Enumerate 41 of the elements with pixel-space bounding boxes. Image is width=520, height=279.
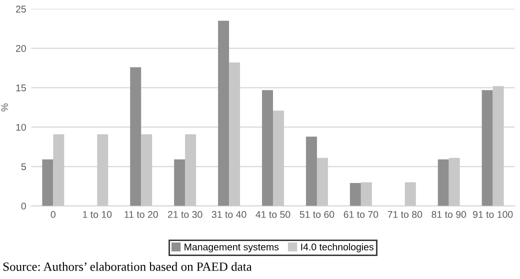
y-tick-label: 5 <box>21 163 26 170</box>
legend-label: Management systems <box>184 244 279 252</box>
y-tick-label: 15 <box>16 84 26 92</box>
bar <box>42 159 54 206</box>
bar <box>273 110 284 206</box>
x-tick-label: 41 to 50 <box>256 211 290 218</box>
bar <box>482 90 493 206</box>
x-tick-label: 0 <box>50 211 56 218</box>
x-tick-label: 71 to 80 <box>388 211 422 218</box>
x-tick-label: 91 to 100 <box>473 211 513 218</box>
y-tick-label: 10 <box>16 124 26 131</box>
bar <box>53 134 64 206</box>
bar <box>97 134 108 206</box>
legend-label: I4.0 technologies <box>301 243 374 252</box>
x-tick-label: 81 to 90 <box>432 211 466 218</box>
bar <box>448 158 460 206</box>
x-tick-label: 61 to 70 <box>344 211 378 218</box>
bar <box>316 158 328 206</box>
bar <box>130 67 142 206</box>
bar <box>492 86 504 206</box>
x-tick-label: 31 to 40 <box>212 211 246 218</box>
bar <box>360 182 372 206</box>
bar <box>218 20 230 206</box>
y-tick-label: 20 <box>16 45 26 52</box>
y-tick-label: 0 <box>21 202 26 210</box>
source-note: Source: Authors’ elaboration based on PAED data <box>3 262 252 271</box>
bar <box>174 159 186 206</box>
bar <box>229 62 240 206</box>
x-tick-label: 51 to 60 <box>300 211 334 218</box>
bar <box>262 90 273 206</box>
bar <box>141 134 152 206</box>
bar <box>350 183 361 206</box>
x-tick-label: 1 to 10 <box>83 211 112 218</box>
y-axis-title: % <box>1 103 8 112</box>
x-tick-label: 11 to 20 <box>124 211 158 218</box>
y-tick-label: 25 <box>16 6 26 13</box>
x-tick-label: 21 to 30 <box>168 211 202 218</box>
bar <box>404 182 416 206</box>
bar <box>185 134 196 206</box>
bar <box>306 136 317 206</box>
bar <box>438 159 449 206</box>
